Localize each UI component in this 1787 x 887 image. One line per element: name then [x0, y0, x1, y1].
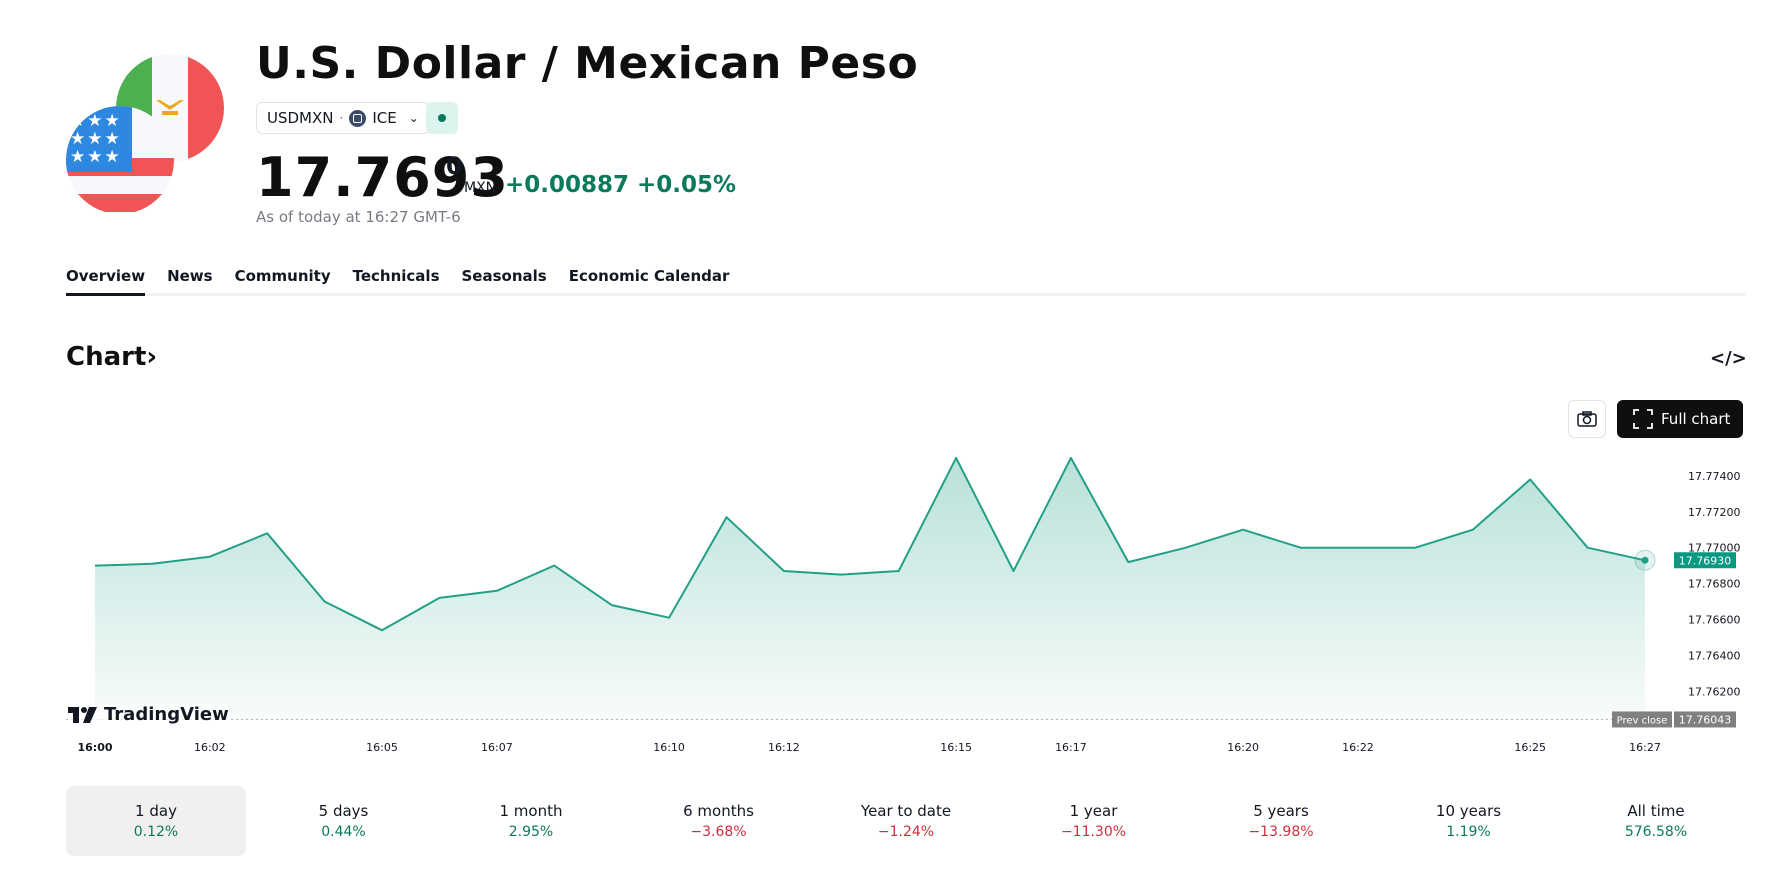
- period-label: 10 years: [1435, 802, 1502, 820]
- prev-close-value-label: 17.76043: [1679, 713, 1732, 726]
- x-tick-label: 16:00: [77, 741, 112, 754]
- us-flag-icon: ★★★ ★★★ ★★★: [66, 106, 174, 214]
- separator-dot: ·: [339, 111, 344, 125]
- period-change: 1.19%: [1446, 824, 1491, 840]
- period-change: 576.58%: [1624, 824, 1688, 840]
- current-price-tag: [1674, 552, 1736, 569]
- y-tick-label: 17.76600: [1688, 613, 1741, 626]
- performance-periods: 1 day 0.12% 5 days 0.44% 1 month 2.95% 6…: [66, 786, 1746, 856]
- chart-section-title: Chart: [66, 342, 147, 372]
- period-label: All time: [1627, 802, 1685, 820]
- x-tick-label: 16:15: [940, 741, 972, 754]
- tradingview-logo-icon: [68, 706, 97, 723]
- period-1-year[interactable]: 1 year −11.30%: [1004, 786, 1184, 856]
- x-tick-label: 16:27: [1629, 741, 1661, 754]
- period-label: 6 months: [683, 802, 754, 820]
- embed-code-icon[interactable]: </>: [1710, 348, 1747, 369]
- tab-economic-calendar[interactable]: Economic Calendar: [568, 267, 730, 285]
- prev-close-label: Prev close: [1617, 715, 1668, 726]
- x-tick-label: 16:12: [768, 741, 800, 754]
- period-change: −3.68%: [690, 824, 747, 840]
- live-dot-icon: [438, 114, 446, 122]
- prev-close-value-tag: [1674, 711, 1736, 728]
- period-1-day[interactable]: 1 day 0.12%: [66, 786, 246, 856]
- chevron-right-icon: ›: [146, 342, 158, 372]
- period-5-years[interactable]: 5 years −13.98%: [1191, 786, 1371, 856]
- tradingview-logo[interactable]: TradingView: [68, 704, 229, 725]
- x-tick-label: 16:22: [1342, 741, 1374, 754]
- market-status-badge[interactable]: [426, 102, 458, 134]
- period-label: 1 month: [499, 802, 563, 820]
- period-change: −1.24%: [877, 824, 935, 840]
- tab-technicals[interactable]: Technicals: [352, 267, 440, 285]
- symbol-exchange-selector[interactable]: USDMXN · ICE ⌄: [256, 102, 430, 134]
- x-tick-label: 16:20: [1227, 741, 1259, 754]
- tab-seasonals[interactable]: Seasonals: [461, 267, 547, 285]
- period-5-days[interactable]: 5 days 0.44%: [254, 786, 434, 856]
- price-fraction-digit: 0: [446, 152, 463, 180]
- period-1-month[interactable]: 1 month 2.95%: [441, 786, 621, 856]
- period-all-time[interactable]: All time 576.58%: [1566, 786, 1746, 856]
- camera-icon: [1577, 411, 1597, 427]
- y-tick-label: 17.76800: [1688, 578, 1741, 591]
- price-chart[interactable]: 17.77400 17.77200 17.77000 17.76800 17.76600…: [0, 440, 1787, 770]
- current-point: [1641, 556, 1649, 564]
- period-change: −11.30%: [1060, 824, 1127, 840]
- x-tick-label: 16:17: [1055, 741, 1087, 754]
- current-price-label: 17.76930: [1679, 554, 1732, 567]
- tab-overview[interactable]: Overview: [66, 264, 146, 296]
- exchange-label: ICE: [372, 109, 397, 127]
- page-title: U.S. Dollar / Mexican Peso: [256, 38, 919, 89]
- period-year-to-date[interactable]: Year to date −1.24%: [816, 786, 996, 856]
- snapshot-button[interactable]: [1568, 400, 1606, 438]
- chart-section-link[interactable]: Chart›: [66, 342, 157, 372]
- period-change: −13.98%: [1248, 824, 1314, 840]
- currency-flags: ★★★ ★★★ ★★★: [66, 54, 226, 214]
- period-6-months[interactable]: 6 months −3.68%: [629, 786, 809, 856]
- tradingview-logo-text: TradingView: [104, 704, 229, 725]
- symbol-label: USDMXN: [267, 109, 334, 127]
- period-label: Year to date: [860, 802, 952, 820]
- y-tick-label: 17.77000: [1688, 542, 1741, 555]
- x-tick-label: 16:07: [481, 741, 513, 754]
- section-tabs: Overview News Community Technicals Seaso…: [66, 264, 1746, 296]
- x-tick-label: 16:02: [194, 741, 226, 754]
- price-change: +0.00887 +0.05%: [505, 172, 737, 198]
- chevron-down-icon: ⌄: [408, 111, 419, 125]
- y-tick-label: 17.76200: [1688, 685, 1741, 698]
- x-tick-label: 16:05: [366, 741, 398, 754]
- tab-community[interactable]: Community: [234, 267, 331, 285]
- period-label: 5 years: [1253, 802, 1309, 820]
- y-tick-label: 17.77400: [1688, 470, 1741, 483]
- x-tick-label: 16:25: [1514, 741, 1546, 754]
- period-label: 1 day: [135, 802, 177, 820]
- current-price: 17.7693: [256, 146, 509, 209]
- tab-news[interactable]: News: [167, 267, 213, 285]
- full-chart-label: Full chart: [1661, 410, 1731, 428]
- price-line: [94, 456, 1646, 632]
- period-label: 1 year: [1069, 802, 1118, 820]
- period-10-years[interactable]: 10 years 1.19%: [1379, 786, 1559, 856]
- y-tick-label: 17.77200: [1688, 506, 1741, 519]
- prev-close-tag: [1612, 711, 1672, 728]
- eagle-emblem-icon: [156, 100, 184, 115]
- full-chart-button[interactable]: Full chart: [1617, 400, 1743, 438]
- period-label: 5 days: [318, 802, 369, 820]
- period-change: 0.44%: [321, 824, 366, 840]
- y-tick-label: 17.76400: [1688, 649, 1741, 662]
- exchange-icon: [349, 109, 367, 127]
- price-area: [95, 457, 1645, 720]
- period-change: 0.12%: [133, 824, 179, 840]
- price-timestamp: As of today at 16:27 GMT-6: [256, 208, 461, 226]
- x-tick-label: 16:10: [653, 741, 685, 754]
- period-change: 2.95%: [508, 824, 554, 840]
- fullscreen-icon: [1633, 409, 1653, 429]
- price-currency: MXN: [464, 180, 497, 196]
